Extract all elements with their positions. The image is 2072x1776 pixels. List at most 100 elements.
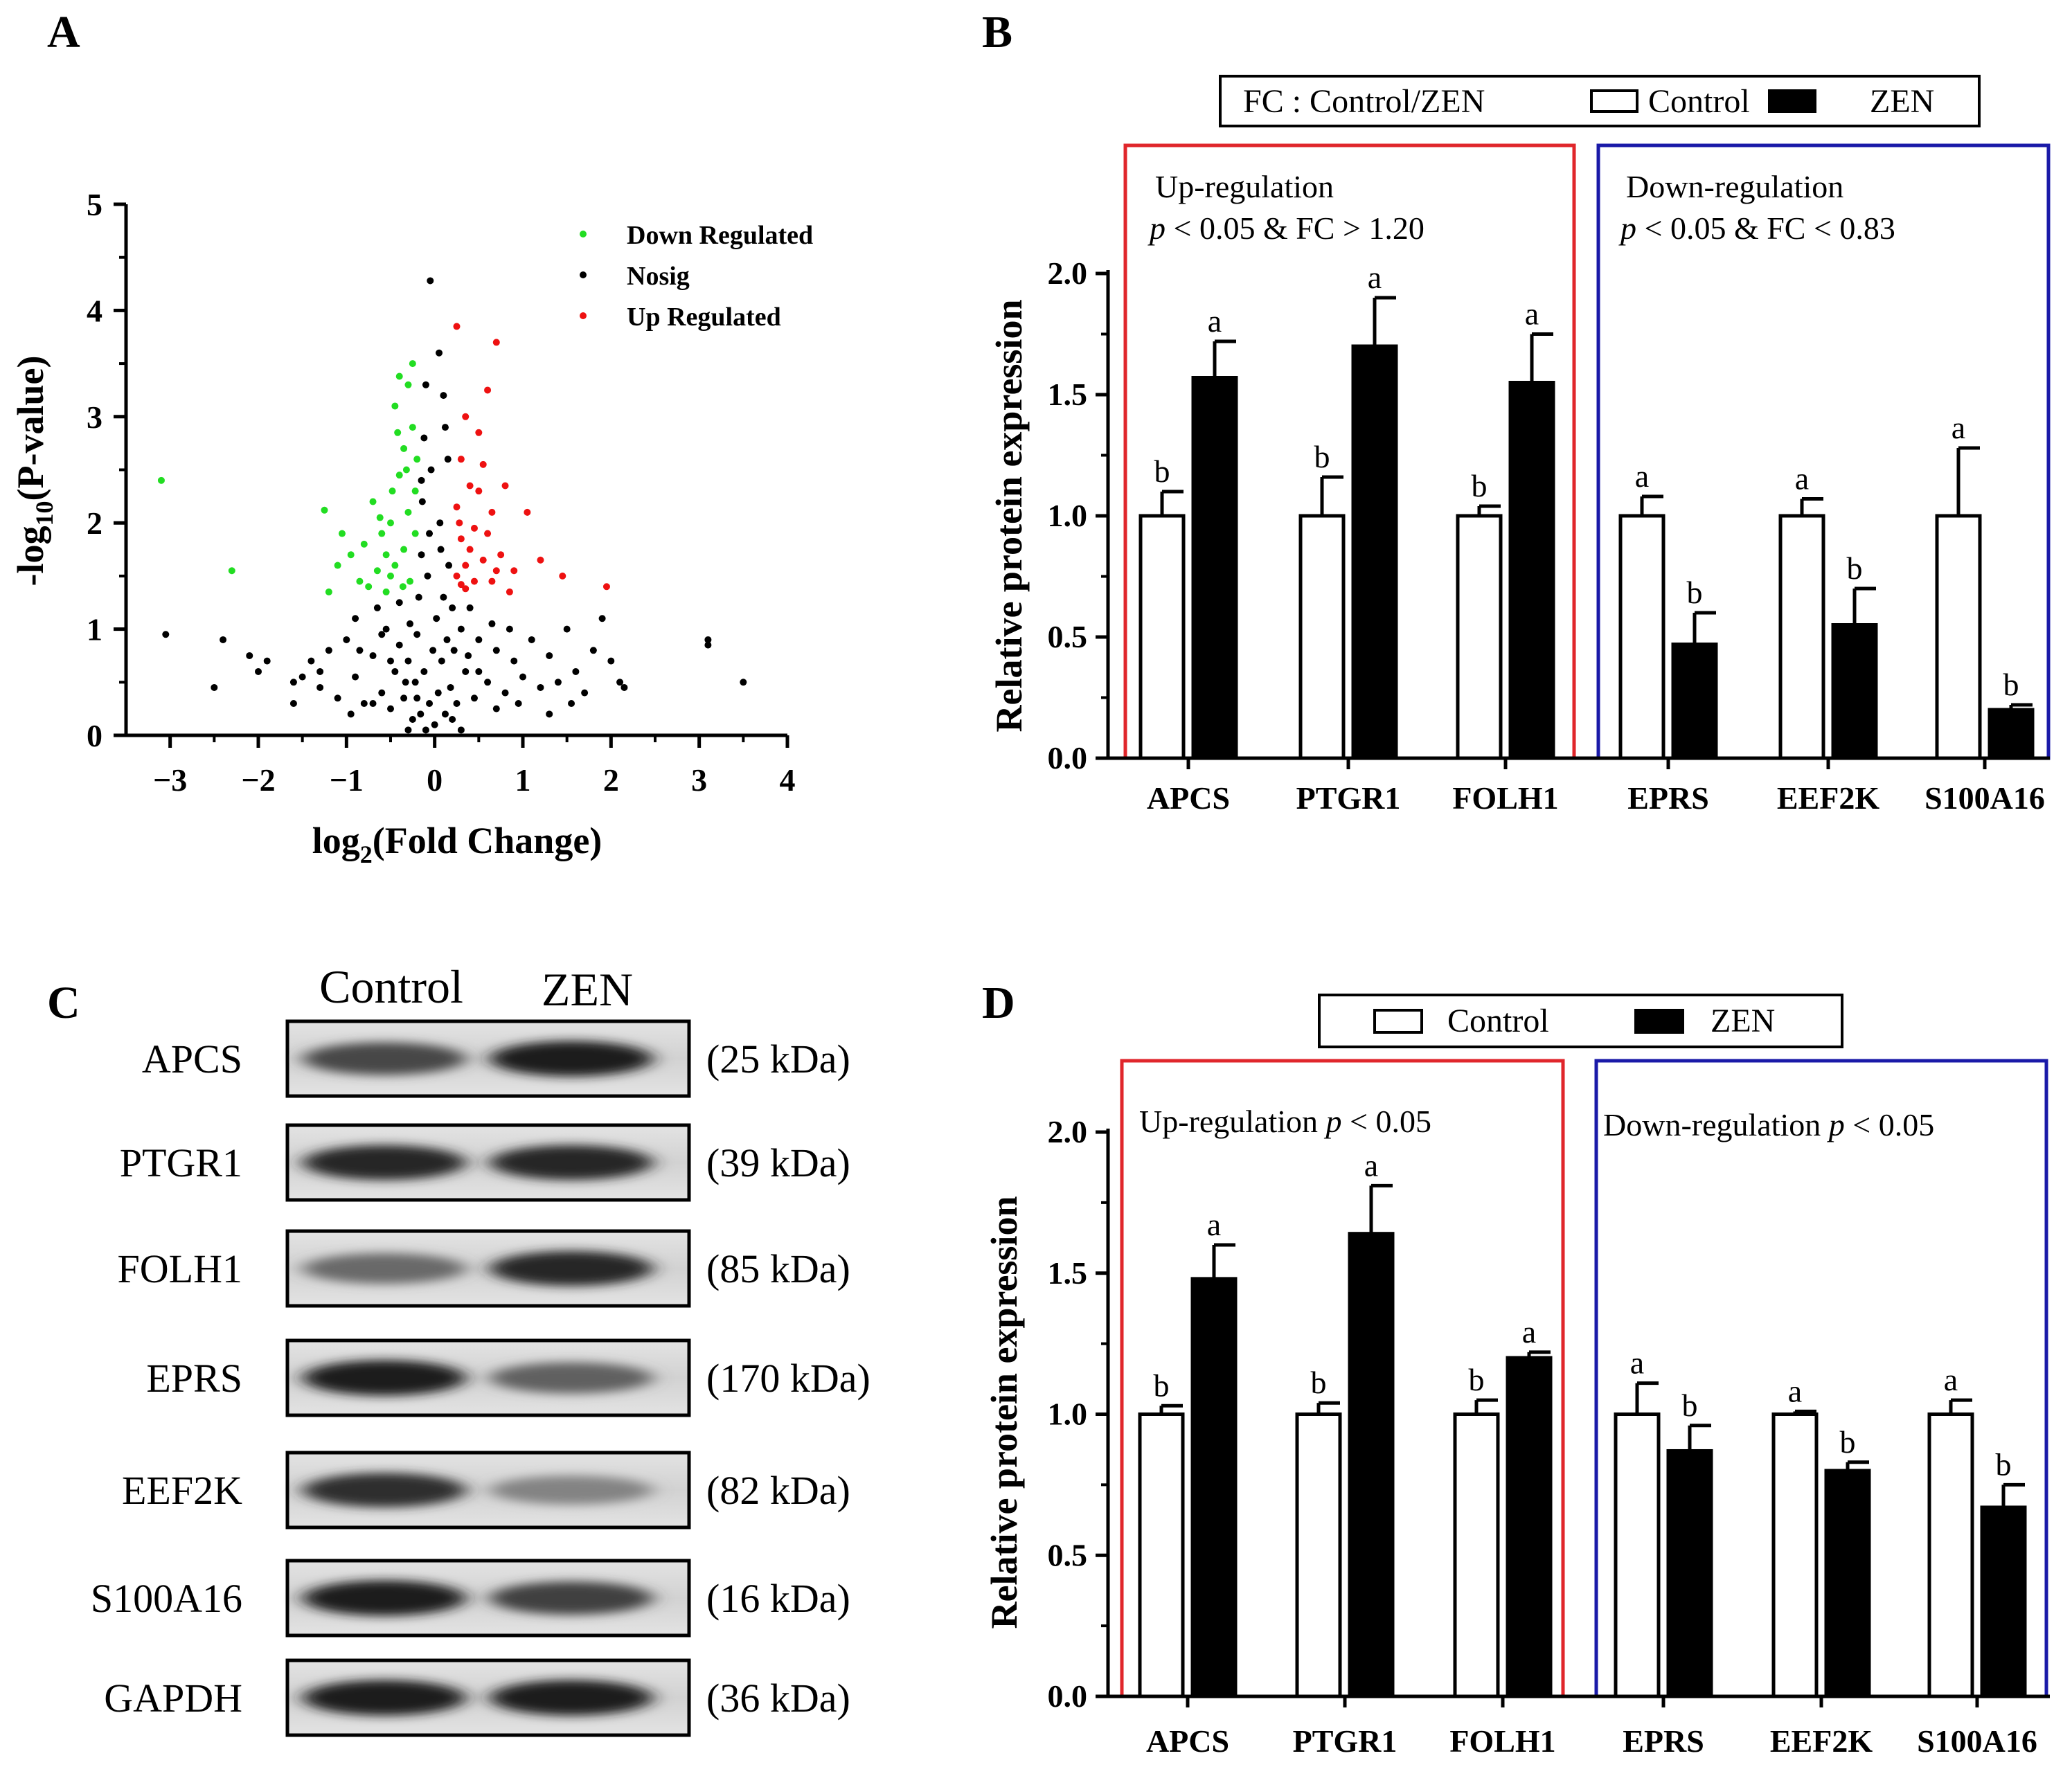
volcano-point-nosig-103 bbox=[356, 647, 364, 654]
b-sig-control-eef2k: a bbox=[1795, 461, 1809, 496]
b-sig-zen-apcs: a bbox=[1208, 303, 1222, 339]
volcano-point-nosig-23 bbox=[395, 599, 403, 607]
volcano-point-nosig-44 bbox=[433, 615, 440, 622]
up-criteria-rest-b: < 0.05 & FC > 1.20 bbox=[1166, 210, 1424, 246]
volcano-point-nosig-97 bbox=[426, 530, 434, 537]
volcano-point-down-regulated-3 bbox=[325, 588, 332, 595]
volcano-point-down-regulated-24 bbox=[409, 424, 416, 431]
b-y-title: Relative protein expression bbox=[988, 300, 1030, 733]
b-sig-control-apcs: b bbox=[1154, 454, 1170, 489]
volcano-point-nosig-90 bbox=[441, 424, 449, 431]
b-categories: APCS PTGR1 FOLH1 EPRS EEF2K S100A16 bbox=[1147, 758, 2045, 816]
volcano-xtick-label--3: −3 bbox=[153, 762, 187, 798]
volcano-point-down-regulated-33 bbox=[399, 583, 407, 591]
volcano-point-up-regulated-25 bbox=[506, 588, 513, 595]
volcano-point-nosig-30 bbox=[415, 593, 422, 601]
d-sig-control-apcs: b bbox=[1154, 1367, 1170, 1403]
volcano-point-nosig-99 bbox=[402, 679, 409, 686]
volcano-point-up-regulated-13 bbox=[497, 551, 505, 559]
blot-protein-gapdh: GAPDH bbox=[104, 1676, 242, 1721]
volcano-point-down-regulated-1 bbox=[228, 567, 235, 575]
volcano-point-down-regulated-10 bbox=[369, 498, 377, 505]
volcano-point-nosig-54 bbox=[445, 562, 453, 569]
blot-row-ptgr1: PTGR1 (39 kDa) bbox=[120, 1123, 850, 1202]
volcano-point-nosig-4 bbox=[255, 667, 262, 675]
blot-band-folh1-control bbox=[303, 1253, 466, 1284]
volcano-point-nosig-48 bbox=[438, 657, 445, 665]
d-sig-zen-apcs: a bbox=[1207, 1207, 1221, 1242]
volcano-point-down-regulated-6 bbox=[347, 551, 355, 559]
volcano-x-title: log2(Fold Change) bbox=[312, 820, 602, 868]
volcano-point-up-regulated-15 bbox=[479, 556, 487, 564]
volcano-point-nosig-14 bbox=[352, 673, 359, 681]
b-category-s100a16: S100A16 bbox=[1924, 780, 2045, 816]
volcano-point-nosig-27 bbox=[409, 715, 416, 723]
b-category-eef2k: EEF2K bbox=[1777, 780, 1879, 816]
volcano-point-nosig-38 bbox=[424, 572, 431, 580]
blot-band-apcs-zen bbox=[490, 1041, 653, 1077]
blot-row-apcs: APCS (25 kDa) bbox=[142, 1019, 850, 1098]
volcano-point-nosig-8 bbox=[307, 657, 315, 665]
volcano-point-nosig-13 bbox=[352, 615, 359, 622]
blot-band-s100a16-control bbox=[303, 1580, 466, 1616]
volcano-point-nosig-41 bbox=[427, 466, 435, 474]
bar-chart-b: FC : Control/ZEN Control ZEN Up-regulati… bbox=[988, 75, 2051, 816]
d-y-title: Relative protein expression bbox=[983, 1196, 1025, 1629]
volcano-y-title-log: -log bbox=[10, 526, 51, 586]
volcano-point-nosig-67 bbox=[510, 657, 518, 665]
volcano-point-up-regulated-12 bbox=[457, 535, 465, 543]
volcano-point-down-regulated-29 bbox=[387, 572, 394, 580]
b-bar-zen-eprs bbox=[1671, 643, 1718, 760]
volcano-points bbox=[157, 277, 747, 734]
volcano-point-nosig-18 bbox=[378, 689, 386, 697]
d-bar-zen-folh1 bbox=[1506, 1356, 1553, 1698]
d-sig-zen-s100a16: b bbox=[1996, 1446, 2012, 1482]
volcano-point-down-regulated-11 bbox=[373, 567, 381, 575]
b-bar-control-ptgr1 bbox=[1298, 514, 1346, 760]
volcano-point-nosig-61 bbox=[466, 604, 474, 611]
volcano-point-nosig-68 bbox=[519, 673, 526, 681]
b-bar-control-eef2k bbox=[1778, 514, 1825, 760]
d-bar-zen-s100a16 bbox=[1980, 1505, 2027, 1698]
volcano-point-nosig-5 bbox=[263, 657, 271, 665]
d-y-ticks: 0.0 0.5 1.0 1.5 2.0 bbox=[1048, 1114, 1108, 1714]
volcano-point-nosig-93 bbox=[316, 667, 324, 675]
down-criteria-rest-b: < 0.05 & FC < 0.83 bbox=[1636, 210, 1895, 246]
volcano-point-nosig-0 bbox=[162, 631, 170, 638]
volcano-point-nosig-37 bbox=[422, 381, 429, 388]
volcano-point-nosig-33 bbox=[418, 498, 426, 505]
volcano-point-up-regulated-8 bbox=[466, 482, 474, 490]
bar-chart-d: Control ZEN Up-regulation p < 0.05 Down-… bbox=[983, 994, 2050, 1759]
blot-kda-s100a16: (16 kDa) bbox=[706, 1576, 850, 1621]
volcano-point-nosig-81 bbox=[704, 641, 712, 649]
volcano-point-nosig-107 bbox=[620, 683, 628, 691]
volcano-xtick-label-1: 1 bbox=[515, 762, 531, 798]
volcano-point-nosig-83 bbox=[404, 726, 412, 734]
volcano-point-nosig-11 bbox=[334, 694, 341, 702]
bars-d: b a b a b a a b a b a b bbox=[1138, 1147, 2027, 1698]
b-bar-control-apcs bbox=[1138, 514, 1186, 760]
d-category-apcs: APCS bbox=[1146, 1723, 1229, 1759]
d-sig-zen-eprs: b bbox=[1682, 1388, 1698, 1423]
legend-d-zen-swatch bbox=[1634, 1009, 1684, 1034]
legend-down-marker bbox=[580, 231, 587, 237]
volcano-point-nosig-36 bbox=[422, 726, 429, 734]
volcano-point-nosig-65 bbox=[492, 647, 500, 654]
volcano-point-up-regulated-18 bbox=[537, 556, 544, 564]
volcano-point-down-regulated-12 bbox=[378, 530, 386, 537]
volcano-point-nosig-6 bbox=[289, 679, 297, 686]
down-title-d-rest: < 0.05 bbox=[1845, 1107, 1934, 1142]
down-criteria-p-b: p bbox=[1618, 210, 1636, 246]
volcano-point-nosig-88 bbox=[492, 705, 500, 712]
blot-protein-folh1: FOLH1 bbox=[118, 1246, 242, 1291]
d-bar-zen-eprs bbox=[1666, 1448, 1713, 1698]
volcano-point-nosig-3 bbox=[246, 652, 253, 659]
volcano-point-nosig-55 bbox=[447, 683, 454, 691]
volcano-point-nosig-21 bbox=[391, 667, 399, 675]
legend-down-label: Down Regulated bbox=[627, 221, 813, 250]
legend-up-marker bbox=[580, 312, 587, 319]
volcano-point-up-regulated-2 bbox=[484, 386, 492, 394]
volcano-point-down-regulated-7 bbox=[356, 577, 364, 585]
volcano-point-nosig-16 bbox=[369, 652, 377, 659]
